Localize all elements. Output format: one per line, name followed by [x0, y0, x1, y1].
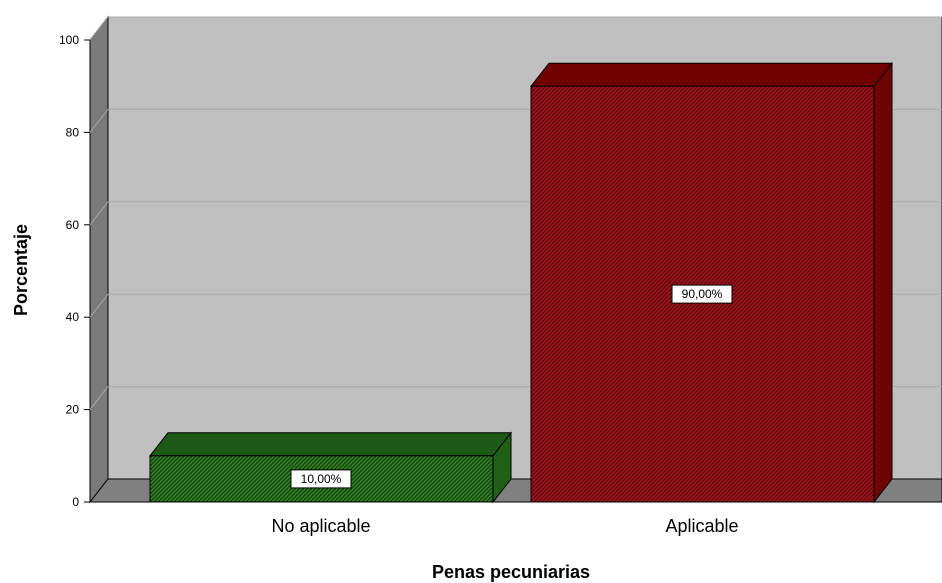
bar-top-face [529, 62, 894, 87]
bar-side-face [873, 61, 893, 504]
data-label: 10,00% [301, 472, 342, 486]
bars: 10,00% 90,00% [148, 61, 894, 504]
y-tick-label: 20 [66, 403, 80, 417]
y-axis-title: Porcentaje [11, 224, 31, 316]
y-axis: 0 20 40 60 80 100 [59, 33, 90, 509]
gridline [89, 16, 109, 41]
y-tick-label: 40 [66, 310, 80, 324]
bar-2: 90,00% [529, 61, 894, 504]
gridline [89, 386, 109, 410]
y-tick-label: 80 [66, 125, 80, 139]
y-tick-label: 100 [59, 33, 79, 47]
x-axis: No aplicable Aplicable [271, 516, 738, 536]
y-tick-label: 0 [72, 495, 79, 509]
data-label-box [671, 284, 733, 304]
x-tick-label: No aplicable [271, 516, 370, 536]
x-tick-label: Aplicable [665, 516, 738, 536]
data-label: 90,00% [682, 287, 723, 301]
bar-top-face [148, 432, 513, 457]
gridline [89, 109, 109, 133]
gridline [89, 201, 109, 226]
x-axis-title: Penas pecuniarias [432, 562, 590, 582]
bar-1: 10,00% [148, 431, 513, 504]
y-tick-label: 60 [66, 218, 80, 232]
left-wall [89, 15, 109, 504]
gridline [89, 293, 109, 318]
data-label-box [290, 469, 352, 489]
